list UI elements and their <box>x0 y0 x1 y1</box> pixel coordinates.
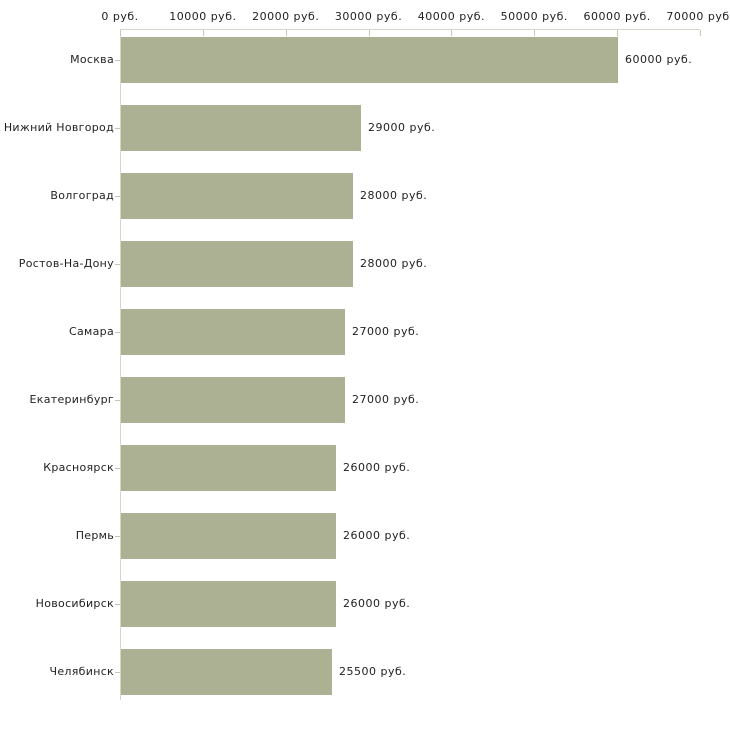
x-axis-tick <box>451 30 453 36</box>
category-tick <box>115 196 120 197</box>
category-tick <box>115 536 120 537</box>
x-tick-label: 40000 руб. <box>417 10 486 23</box>
category-label: Екатеринбург <box>29 393 114 406</box>
category-tick <box>115 604 120 605</box>
category-tick <box>115 672 120 673</box>
bar <box>121 309 345 355</box>
bar <box>121 241 353 287</box>
y-axis-line <box>120 29 121 700</box>
category-label: Ростов-На-Дону <box>18 257 114 270</box>
x-axis-tick <box>202 30 204 36</box>
category-tick <box>115 332 120 333</box>
category-label: Нижний Новгород <box>3 121 114 134</box>
category-label: Пермь <box>75 529 114 542</box>
category-tick <box>115 264 120 265</box>
category-tick <box>115 128 120 129</box>
x-axis-tick <box>534 30 536 36</box>
x-axis-tick <box>368 30 370 36</box>
bar <box>121 173 353 219</box>
x-axis-line <box>120 29 700 30</box>
x-axis-tick <box>285 30 287 36</box>
category-label: Новосибирск <box>35 597 114 610</box>
bar-value-label: 26000 руб. <box>343 529 411 542</box>
category-label: Москва <box>70 53 114 66</box>
bar-value-label: 28000 руб. <box>360 257 428 270</box>
category-label: Челябинск <box>49 665 114 678</box>
bar <box>121 445 336 491</box>
x-tick-label: 0 руб. <box>101 10 139 23</box>
bar <box>121 581 336 627</box>
bar-value-label: 26000 руб. <box>343 461 411 474</box>
category-label: Волгоград <box>50 189 114 202</box>
bar <box>121 513 336 559</box>
bar <box>121 37 618 83</box>
x-tick-label: 30000 руб. <box>334 10 403 23</box>
bar-value-label: 26000 руб. <box>343 597 411 610</box>
bar-value-label: 29000 руб. <box>368 121 436 134</box>
category-tick <box>115 400 120 401</box>
category-tick <box>115 60 120 61</box>
x-axis-tick <box>617 30 619 36</box>
bar-value-label: 60000 руб. <box>625 53 693 66</box>
bar <box>121 649 332 695</box>
bar <box>121 377 345 423</box>
bar-value-label: 28000 руб. <box>360 189 428 202</box>
x-axis-tick <box>700 30 701 36</box>
bar-value-label: 27000 руб. <box>352 393 420 406</box>
bar <box>121 105 361 151</box>
x-tick-label: 20000 руб. <box>252 10 320 23</box>
bar-value-label: 27000 руб. <box>352 325 420 338</box>
x-tick-label: 60000 руб. <box>583 10 651 23</box>
category-label: Самара <box>69 325 114 338</box>
bar-value-label: 25500 руб. <box>339 665 407 678</box>
x-tick-label: 50000 руб. <box>500 10 568 23</box>
category-tick <box>115 468 120 469</box>
x-axis-tick <box>120 30 121 36</box>
x-tick-label: 70000 руб. <box>666 10 730 23</box>
x-tick-label: 10000 руб. <box>169 10 237 23</box>
category-label: Красноярск <box>43 461 114 474</box>
